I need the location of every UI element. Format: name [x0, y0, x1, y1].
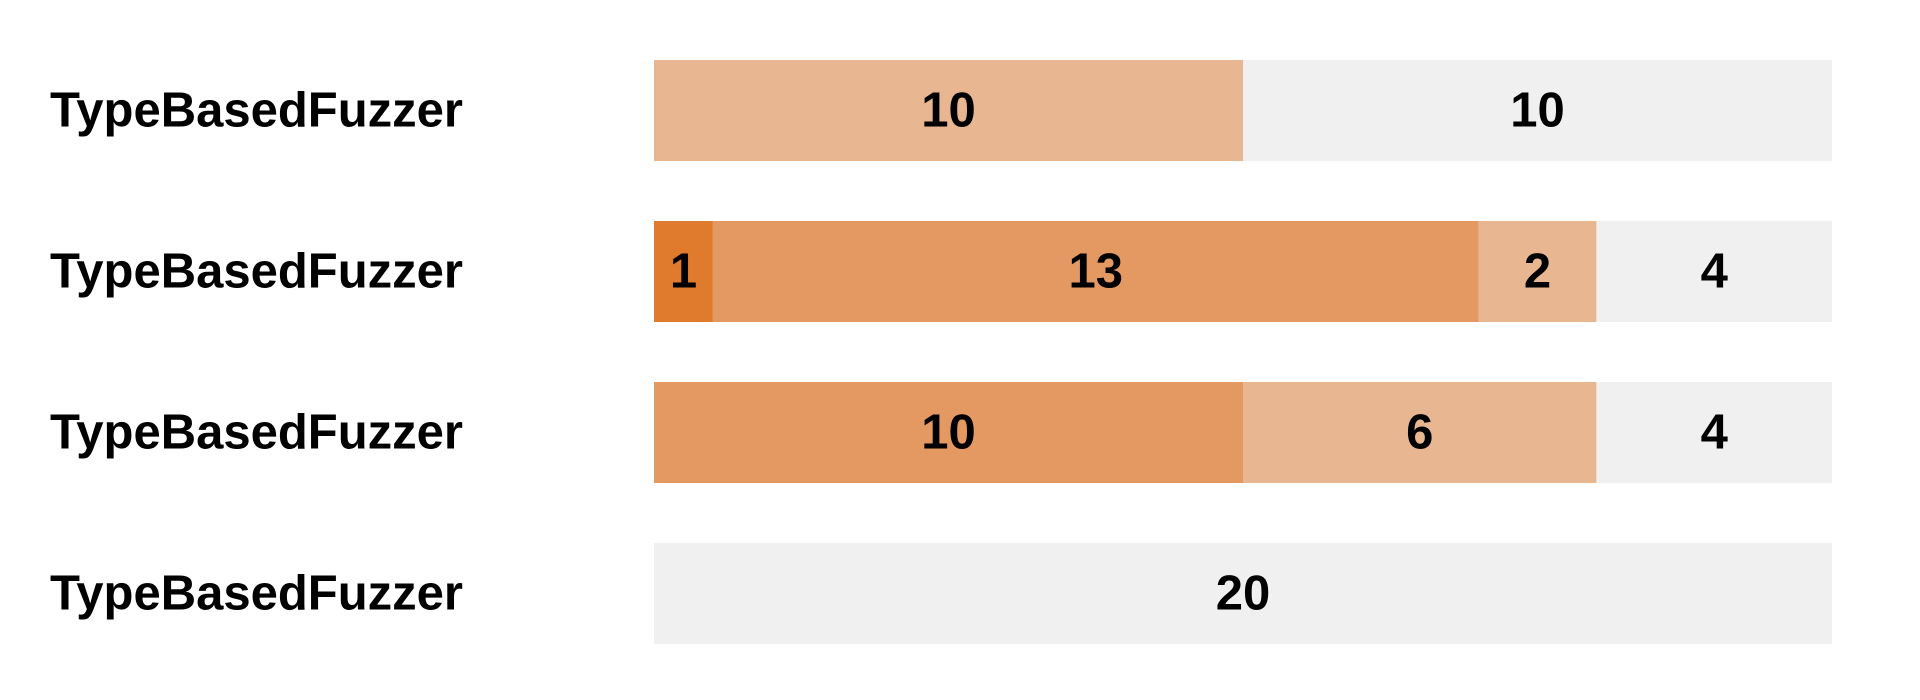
- data-label: 10: [921, 406, 976, 460]
- data-label: 4: [1701, 245, 1728, 299]
- row-label: TypeBasedFuzzer: [50, 84, 463, 138]
- data-label: 4: [1701, 406, 1728, 460]
- bar-row: 1 13 2 4: [654, 221, 1832, 322]
- bar-segment: [1243, 60, 1832, 161]
- data-label: 6: [1406, 406, 1433, 460]
- bar-segment: [654, 221, 713, 322]
- bar-row: 10 10: [654, 60, 1832, 161]
- row-labels: TypeBasedFuzzer TypeBasedFuzzer TypeBasedF…: [50, 84, 463, 621]
- data-label: 2: [1524, 245, 1551, 299]
- data-label: 1: [670, 245, 697, 299]
- bar-segment: [654, 543, 1832, 644]
- data-label: 10: [1510, 84, 1565, 138]
- bar-segment: [654, 60, 1243, 161]
- bar-segment: [1478, 221, 1597, 322]
- bar-segment: [1243, 382, 1597, 483]
- bar-segment: [1596, 382, 1832, 483]
- bar-segment: [1596, 221, 1832, 322]
- data-label: 20: [1216, 567, 1271, 621]
- data-label: 10: [921, 84, 976, 138]
- bars: 10 10 1 13 2 4 10 6 4 20: [654, 60, 1832, 644]
- bar-segment: [654, 382, 1243, 483]
- row-label: TypeBasedFuzzer: [50, 245, 463, 299]
- row-label: TypeBasedFuzzer: [50, 406, 463, 460]
- bar-row: 10 6 4: [654, 382, 1832, 483]
- bar-row: 20: [654, 543, 1832, 644]
- data-label: 13: [1068, 245, 1123, 299]
- row-label: TypeBasedFuzzer: [50, 567, 463, 621]
- bar-segment: [712, 221, 1479, 322]
